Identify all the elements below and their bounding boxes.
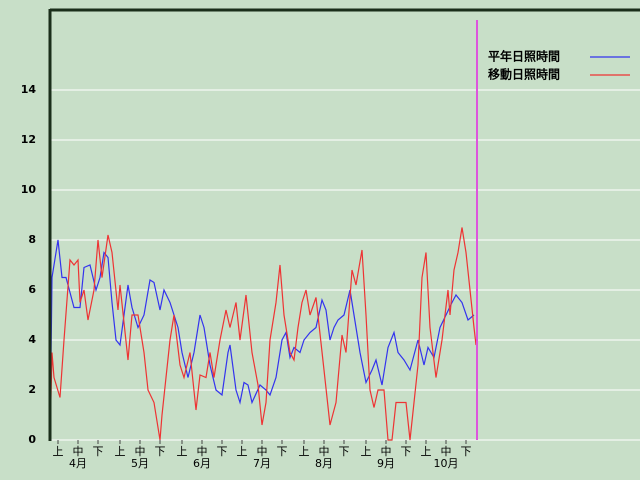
y-tick-label: 14 [21,83,37,96]
x-tick-label: 上 [299,445,310,458]
x-tick-label: 中 [319,445,330,458]
x-tick-label: 下 [401,445,412,458]
x-tick-label: 下 [155,445,166,458]
x-tick-label: 下 [277,445,288,458]
x-tick-label: 上 [237,445,248,458]
month-label: 4月 [69,457,87,470]
x-tick-label: 中 [257,445,268,458]
x-tick-label: 上 [53,445,64,458]
y-tick-label: 12 [21,133,36,146]
y-tick-label: 6 [28,283,36,296]
x-tick-label: 中 [381,445,392,458]
y-tick-label: 4 [28,333,36,346]
x-tick-label: 中 [73,445,84,458]
y-tick-label: 2 [28,383,36,396]
x-tick-label: 中 [441,445,452,458]
legend-label: 平年日照時間 [488,49,560,64]
y-tick-label: 10 [21,183,37,196]
month-label: 9月 [377,457,395,470]
month-label: 10月 [434,457,459,470]
x-tick-label: 下 [93,445,104,458]
x-tick-label: 下 [339,445,350,458]
series-line [49,239,475,441]
y-tick-label: 8 [28,233,36,246]
lines [49,227,477,441]
month-label: 5月 [131,457,149,470]
y-tick-label: 0 [28,433,36,446]
x-tick-label: 上 [361,445,372,458]
month-label: 7月 [253,457,271,470]
x-tick-label: 中 [135,445,146,458]
x-tick-label: 上 [421,445,432,458]
x-tick-label: 中 [197,445,208,458]
month-label: 6月 [193,457,211,470]
month-label: 8月 [315,457,333,470]
x-tick-label: 上 [177,445,188,458]
series-line [49,227,477,441]
x-tick-label: 上 [115,445,126,458]
legend-label: 移動日照時間 [488,67,560,82]
x-tick-label: 下 [461,445,472,458]
x-tick-label: 下 [217,445,228,458]
